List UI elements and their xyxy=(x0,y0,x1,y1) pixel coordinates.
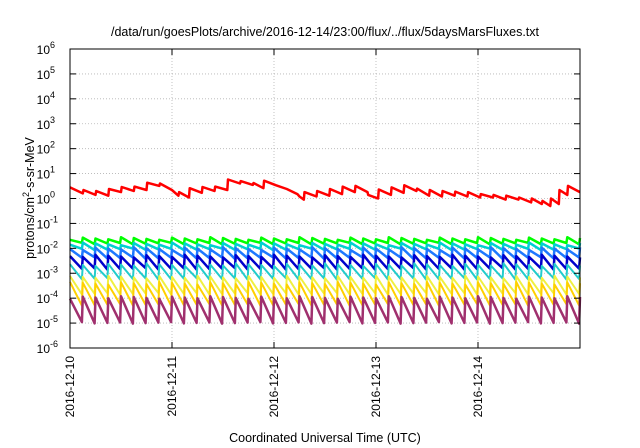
y-tick-label: 10 xyxy=(37,267,51,281)
y-tick-label: 10 xyxy=(37,342,51,356)
y-tick-label-exponent: 3 xyxy=(50,115,55,125)
y-tick-label: 10 xyxy=(37,217,51,231)
y-axis-label-sup: 2 xyxy=(21,192,31,197)
y-tick-label-exponent: 4 xyxy=(50,90,55,100)
y-tick-label: 10 xyxy=(37,118,51,132)
series-line xyxy=(68,294,582,325)
x-axis-label: Coordinated Universal Time (UTC) xyxy=(229,431,421,445)
x-tick-label: 2016-12-12 xyxy=(267,356,281,418)
y-axis-label-rest: -s-sr-MeV xyxy=(23,136,37,192)
y-tick-label-exponent: 5 xyxy=(50,65,55,75)
y-tick-label-exponent: -6 xyxy=(50,339,58,349)
y-tick-label: 10 xyxy=(37,317,51,331)
y-tick-label: 10 xyxy=(37,93,51,107)
series-line xyxy=(69,262,581,281)
y-tick-label: 10 xyxy=(37,143,51,157)
x-tick-label: 2016-12-10 xyxy=(63,356,77,418)
y-tick-label-exponent: -5 xyxy=(50,314,58,324)
series-line xyxy=(69,241,582,252)
y-tick-label-exponent: -3 xyxy=(50,264,58,274)
y-tick-label-exponent: 0 xyxy=(50,190,55,200)
y-tick-label-exponent: -2 xyxy=(50,239,58,249)
y-tick-label: 10 xyxy=(37,168,51,182)
y-tick-label-exponent: -1 xyxy=(50,214,58,224)
series-line xyxy=(69,280,581,307)
x-axis: 2016-12-10 2016-12-11 2016-12-12 2016-12-13… xyxy=(63,49,485,417)
x-tick-label: 2016-12-13 xyxy=(369,356,383,418)
y-axis-label: protons/cm2-s-sr-MeV xyxy=(21,136,37,258)
y-tick-label: 10 xyxy=(37,68,51,82)
y-tick-label: 10 xyxy=(37,193,51,207)
y-axis: 10 -610 -510 -410 -310 -210 -110 010 110 210 310 41… xyxy=(37,40,580,356)
series-line xyxy=(69,178,581,208)
y-tick-label: 10 xyxy=(37,43,51,57)
x-tick-label: 2016-12-14 xyxy=(471,356,485,418)
y-tick-label-exponent: 6 xyxy=(50,40,55,50)
y-tick-label-exponent: 1 xyxy=(50,165,55,175)
y-tick-label-exponent: -4 xyxy=(50,289,58,299)
chart-title: /data/run/goesPlots/archive/2016-12-14/2… xyxy=(111,25,540,39)
y-axis-label-base: protons/cm xyxy=(23,197,37,259)
y-tick-label-exponent: 2 xyxy=(50,140,55,150)
y-tick-label: 10 xyxy=(37,292,51,306)
x-tick-label: 2016-12-11 xyxy=(165,356,179,417)
y-tick-label: 10 xyxy=(37,242,51,256)
series-layer xyxy=(68,178,582,325)
series-line xyxy=(69,235,582,246)
